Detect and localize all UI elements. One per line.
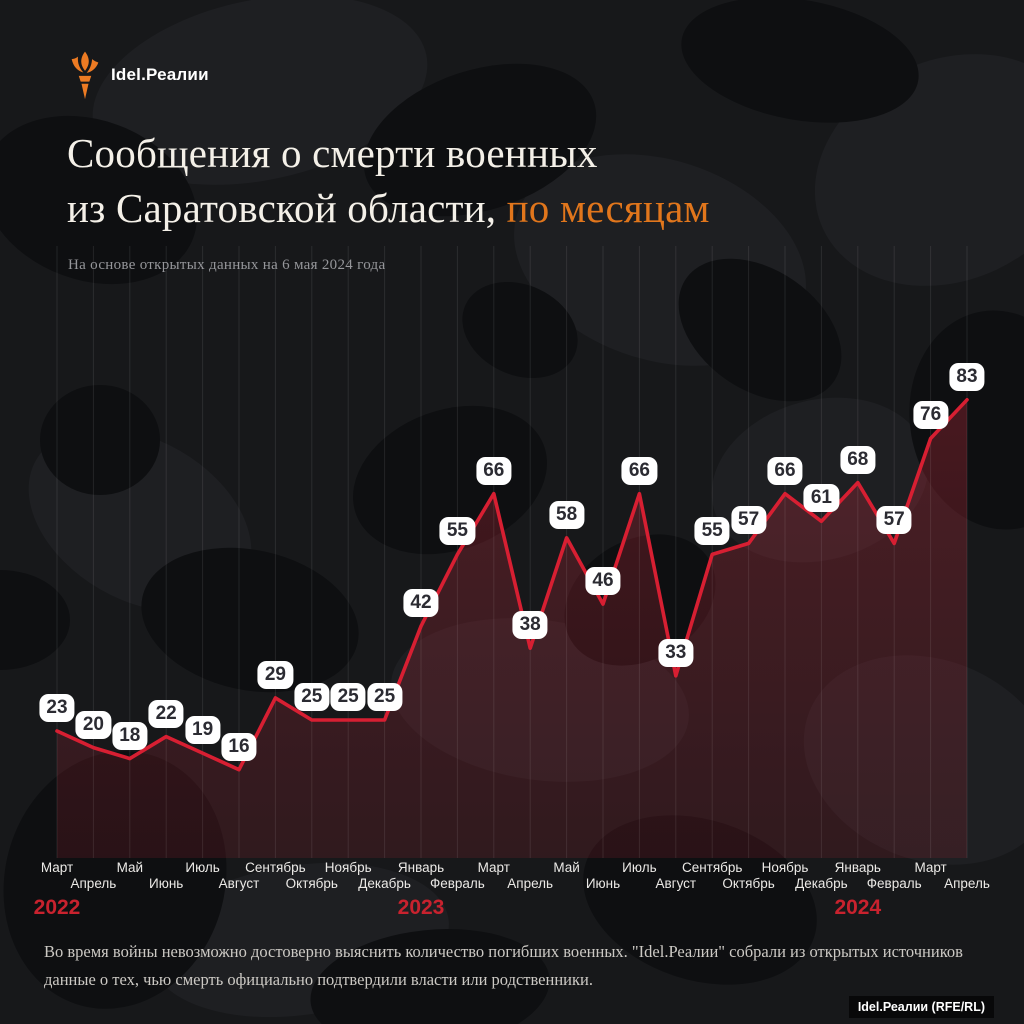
torch-icon bbox=[71, 51, 99, 100]
footer-note: Во время войны невозможно достоверно выя… bbox=[44, 938, 994, 994]
subtitle: На основе открытых данных на 6 мая 2024 … bbox=[68, 257, 386, 273]
attribution: Idel.Реалии (RFE/RL) bbox=[848, 996, 994, 1018]
footer-line1: Во время войны невозможно достоверно выя… bbox=[44, 942, 963, 961]
title-line1: Сообщения о смерти военных bbox=[67, 130, 598, 176]
logo-text: Idel.Реалии bbox=[111, 65, 209, 84]
page-title: Сообщения о смерти военных из Саратовской… bbox=[67, 126, 710, 236]
logo: Idel.Реалии bbox=[68, 50, 209, 100]
title-line2-plain: из Саратовской области, bbox=[67, 185, 507, 231]
footer-line2: данные о тех, чью смерть официально подт… bbox=[44, 970, 593, 989]
title-line2-accent: по месяцам bbox=[506, 185, 710, 231]
